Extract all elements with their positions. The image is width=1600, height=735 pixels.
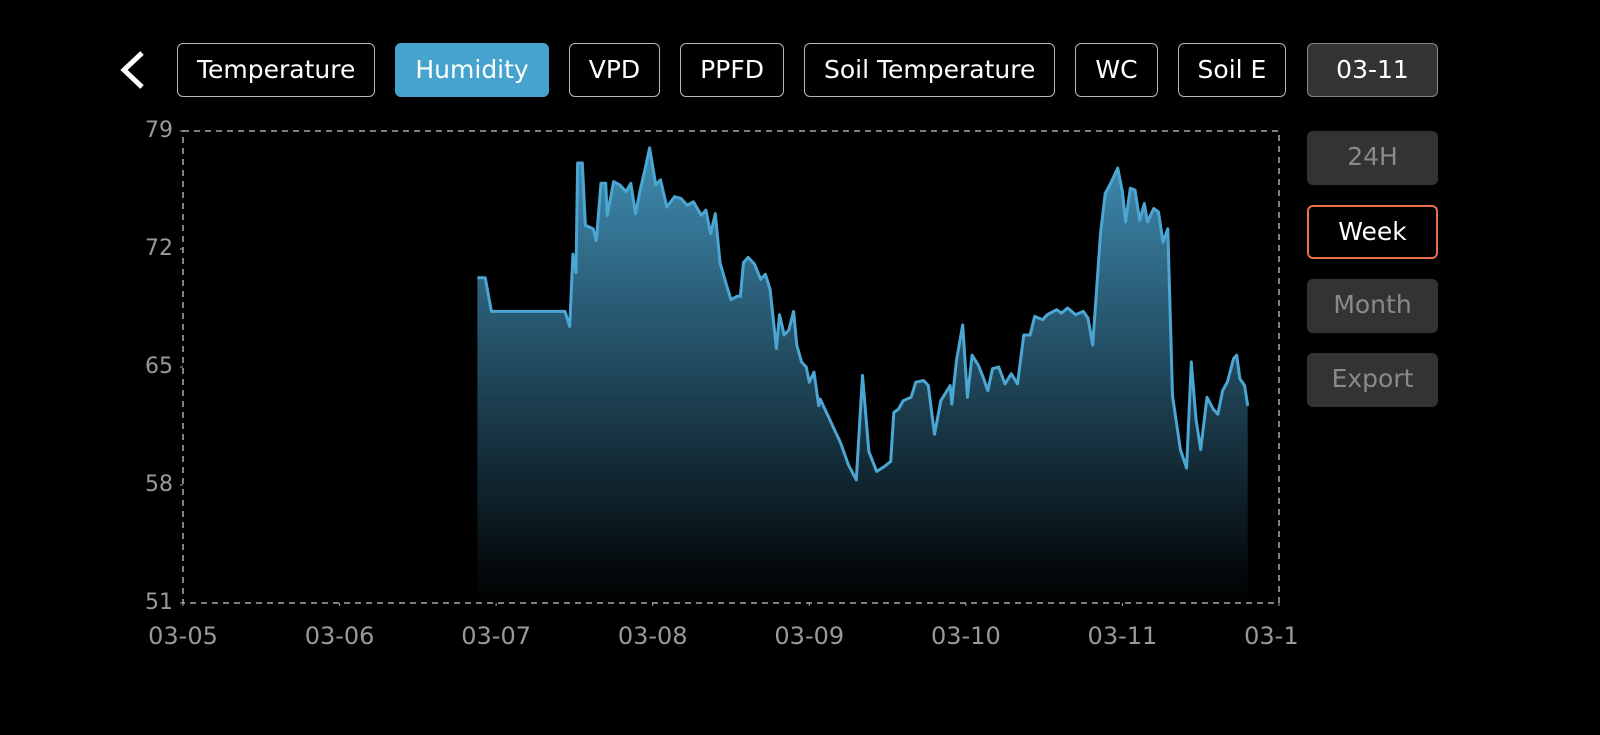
tab[interactable]: Humidity [395,43,549,97]
x-tick-label: 03-11 [1088,622,1158,650]
date-button[interactable]: 03-11 [1307,43,1438,97]
y-tick-label: 72 [145,236,173,261]
tab-bar: Temperature Humidity VPD PPFD Soil Tempe… [177,43,1288,99]
range-button[interactable]: Week [1307,205,1438,259]
tab[interactable]: PPFD [680,43,784,97]
tab[interactable]: VPD [568,43,661,97]
x-tick-label: 03-05 [148,622,218,650]
tab[interactable]: Soil Temperature [803,43,1056,97]
tab[interactable]: WC [1075,43,1158,97]
x-tick-label: 03-08 [618,622,688,650]
x-tick-label: 03-12 [1244,622,1300,650]
back-button[interactable] [110,45,160,95]
range-button[interactable]: 24H [1307,131,1438,185]
chart: 51 58 65 72 79 03-05 03-06 03-07 03-08 03-09 03-10… [145,118,1300,650]
y-tick-label: 58 [145,472,173,497]
tab[interactable]: Soil E [1177,43,1287,97]
tab[interactable]: Temperature [177,43,376,97]
y-tick-label: 79 [145,118,173,143]
x-tick-label: 03-10 [931,622,1001,650]
y-tick-label: 65 [145,354,173,379]
y-tick-label: 51 [145,590,173,615]
range-button[interactable]: Month [1307,279,1438,333]
x-tick-label: 03-06 [305,622,375,650]
export-button[interactable]: Export [1307,353,1438,407]
x-tick-label: 03-07 [461,622,531,650]
x-tick-label: 03-09 [774,622,844,650]
area-fill [477,147,1248,603]
line [477,146,1250,482]
